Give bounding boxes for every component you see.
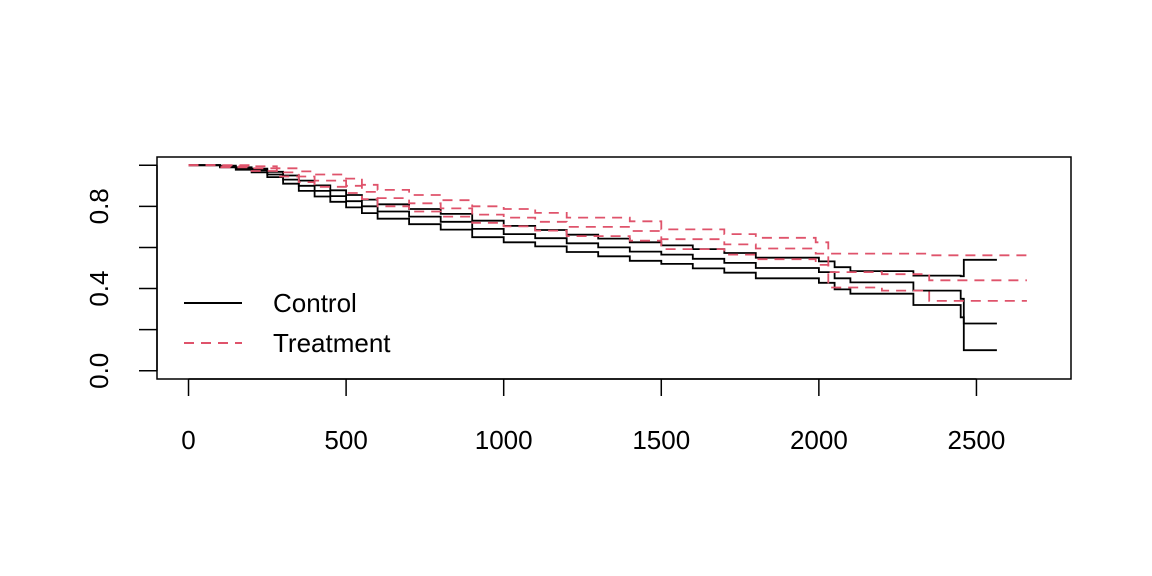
y-tick-label: 0.8 (84, 188, 114, 224)
legend-label-control: Control (273, 288, 357, 318)
x-axis: 0 500 1000 1500 2000 2500 (181, 378, 1006, 455)
series-control-upper-95-ci (188, 164, 997, 278)
series-control-lower-95-ci (188, 164, 997, 352)
x-tick-label: 2500 (948, 425, 1006, 455)
series-treatment-estimate (188, 164, 1027, 282)
legend: Control Treatment (184, 288, 391, 358)
series-treatment-upper-95-ci (188, 164, 1027, 257)
x-tick-label: 1000 (475, 425, 533, 455)
y-axis: 0.0 0.4 0.8 (84, 164, 158, 389)
legend-label-treatment: Treatment (273, 328, 391, 358)
y-tick-label: 0.4 (84, 271, 114, 307)
x-tick-label: 1500 (632, 425, 690, 455)
x-tick-label: 500 (324, 425, 367, 455)
x-tick-label: 0 (181, 425, 195, 455)
series-layer (188, 164, 1027, 352)
y-tick-label: 0.0 (84, 353, 114, 389)
x-tick-label: 2000 (790, 425, 848, 455)
series-treatment-lower-95-ci (188, 164, 1027, 302)
